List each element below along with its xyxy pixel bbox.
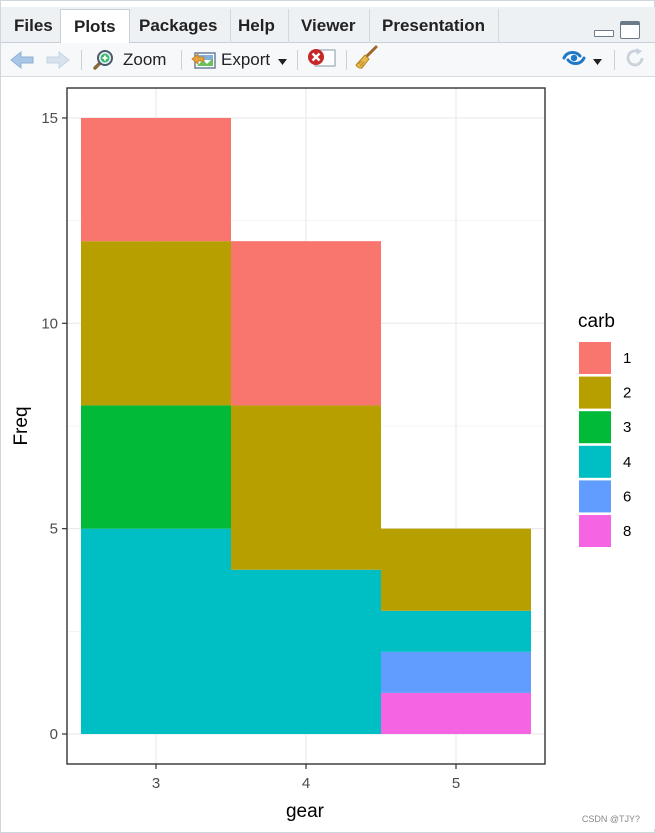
bar-segment-carb-4 (381, 610, 531, 652)
y-tick-label: 5 (50, 521, 58, 538)
toolbar-separator (614, 50, 615, 70)
export-button[interactable]: Export (191, 47, 288, 73)
forward-arrow-icon[interactable] (45, 47, 71, 73)
toolbar-separator (297, 50, 298, 70)
refresh-button[interactable] (623, 47, 647, 73)
bar-segment-carb-1 (81, 117, 231, 242)
refresh-icon (623, 46, 647, 75)
y-axis: 0 5 10 15 (41, 110, 67, 743)
legend-label-carb-2: 2 (623, 385, 631, 402)
back-arrow-icon[interactable] (9, 47, 35, 73)
tab-label: Files (14, 16, 53, 35)
y-tick-label: 15 (41, 110, 58, 127)
watermark: CSDN @TJY? (581, 814, 640, 824)
bar-segment-carb-4 (231, 569, 381, 734)
bar-segment-carb-6 (381, 651, 531, 693)
toolbar-separator (81, 50, 82, 70)
bar-segment-carb-4 (81, 528, 231, 734)
tab-presentation[interactable]: Presentation (369, 9, 499, 43)
tab-label: Help (238, 16, 275, 35)
legend-key-carb-8 (579, 515, 611, 547)
clear-all-button[interactable] (353, 45, 379, 76)
legend-key-carb-6 (579, 480, 611, 513)
legend-label-carb-4: 4 (623, 454, 631, 471)
tab-label: Packages (139, 16, 218, 35)
publish-icon (561, 47, 587, 74)
legend-label-carb-6: 6 (623, 488, 631, 505)
y-tick-label: 0 (50, 726, 58, 743)
bar-segment-carb-8 (381, 692, 531, 734)
tab-viewer[interactable]: Viewer (288, 9, 370, 43)
legend-key-carb-2 (579, 376, 611, 409)
tab-bar: Files Plots Packages Help Viewer Present… (1, 7, 655, 44)
legend-label-carb-1: 1 (623, 350, 631, 367)
bar-segment-carb-1 (231, 241, 381, 406)
bar-segment-carb-2 (81, 241, 231, 406)
export-label: Export (221, 50, 271, 69)
tab-label: Presentation (382, 16, 485, 35)
tab-help[interactable]: Help (225, 9, 289, 43)
x-tick-label: 3 (152, 775, 160, 792)
publish-button[interactable] (561, 47, 602, 73)
remove-plot-button[interactable] (305, 47, 337, 73)
toolbar-separator (346, 50, 347, 70)
remove-plot-icon (305, 46, 337, 75)
x-tick-label: 4 (302, 775, 310, 792)
tab-label: Plots (74, 16, 116, 36)
legend-label-carb-8: 8 (623, 523, 631, 540)
y-tick-label: 10 (41, 315, 58, 332)
legend-label-carb-3: 3 (623, 419, 631, 436)
tab-files[interactable]: Files (1, 9, 67, 43)
minimize-pane-button[interactable] (594, 21, 614, 39)
legend-key-carb-1 (579, 342, 611, 374)
x-axis: 3 4 5 (152, 764, 460, 792)
export-icon (191, 48, 217, 72)
toolbar-separator (181, 50, 182, 70)
bar-segment-carb-3 (81, 405, 231, 529)
legend-key-carb-3 (579, 411, 611, 444)
bar-segment-carb-2 (231, 405, 381, 570)
bar-segment-carb-2 (381, 528, 531, 611)
chevron-down-icon (593, 50, 602, 70)
plots-toolbar: Zoom Export (1, 43, 655, 77)
tab-packages[interactable]: Packages (126, 9, 232, 43)
zoom-button[interactable]: Zoom (91, 47, 166, 73)
legend-key-carb-4 (579, 445, 611, 478)
legend: carb 1 2 3 4 6 8 (578, 311, 631, 547)
tab-label: Viewer (301, 16, 356, 35)
zoom-icon (91, 48, 115, 72)
x-tick-label: 5 (452, 775, 460, 792)
stacked-bar-chart: 0 5 10 15 3 4 5 gear Freq carb 1 2 3 4 6 8 (1, 77, 655, 829)
clear-all-broom-icon (353, 45, 379, 76)
tab-plots[interactable]: Plots (60, 9, 130, 44)
maximize-pane-button[interactable] (620, 21, 640, 39)
legend-title: carb (578, 311, 615, 332)
zoom-label: Zoom (123, 50, 167, 69)
y-axis-title: Freq (11, 406, 32, 445)
x-axis-title: gear (286, 801, 325, 822)
bars (81, 117, 531, 734)
chevron-down-icon (278, 50, 288, 70)
